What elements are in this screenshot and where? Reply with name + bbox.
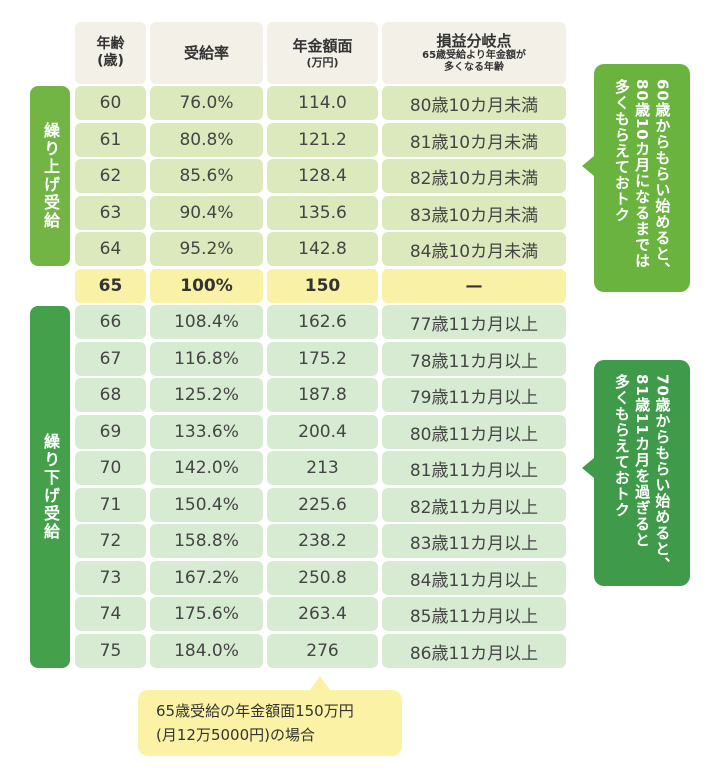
cell-age: 60 [75,86,146,120]
header-age-label: 年齢 [96,35,125,52]
cell-amount: 162.6 [267,305,378,339]
cell-breakeven: 84歳10カ月未満 [382,232,566,266]
cell-amount: 135.6 [267,196,378,230]
cell-breakeven: 82歳11カ月以上 [382,488,566,522]
cell-rate: 184.0% [150,634,263,668]
cell-rate: 158.8% [150,524,263,558]
cell-rate: 76.0% [150,86,263,120]
cell-amount: 238.2 [267,524,378,558]
cell-amount: 225.6 [267,488,378,522]
cell-age: 61 [75,123,146,157]
early-callout-pointer [582,156,594,176]
cell-amount: 200.4 [267,415,378,449]
cell-amount: 121.2 [267,123,378,157]
header-rate-label: 受給率 [183,43,229,62]
header-breakeven: 損益分岐点 65歳受給より年金額が 多くなる年齢 [382,22,566,84]
cell-age: 63 [75,196,146,230]
cell-amount: 213 [267,451,378,485]
cell-rate: 150.4% [150,488,263,522]
cell-breakeven: 80歳10カ月未満 [382,86,566,120]
cell-age: 66 [75,305,146,339]
header-amount: 年金額面 (万円) [267,22,378,84]
late-callout-text: 70歳からもらい始めると、 81歳11カ月を過ぎると 多くもらえておトク [612,373,672,573]
cell-rate: 175.6% [150,597,263,631]
cell-age: 67 [75,342,146,376]
late-callout: 70歳からもらい始めると、 81歳11カ月を過ぎると 多くもらえておトク [582,360,690,586]
cell-age: 62 [75,159,146,193]
cell-rate: 100% [150,269,263,303]
cell-breakeven: 84歳11カ月以上 [382,561,566,595]
cell-rate: 85.6% [150,159,263,193]
cell-rate: 90.4% [150,196,263,230]
late-claim-label: 繰り下げ受給 [30,306,70,668]
cell-age: 70 [75,451,146,485]
cell-age: 72 [75,524,146,558]
cell-breakeven: 83歳11カ月以上 [382,524,566,558]
cell-age: 69 [75,415,146,449]
cell-amount: 114.0 [267,86,378,120]
cell-amount: 276 [267,634,378,668]
late-claim-text: 繰り下げ受給 [41,433,60,541]
header-breakeven-note-2: 多くなる年齢 [444,62,504,74]
cell-breakeven: 78歳11カ月以上 [382,342,566,376]
cell-age: 68 [75,378,146,412]
cell-rate: 167.2% [150,561,263,595]
cell-age: 75 [75,634,146,668]
cell-rate: 108.4% [150,305,263,339]
header-breakeven-label: 損益分岐点 [436,31,512,50]
header-rate: 受給率 [150,22,263,84]
cell-amount: 250.8 [267,561,378,595]
cell-breakeven: 77歳11カ月以上 [382,305,566,339]
assumption-note-line-1: 65歳受給の年金額面150万円 [156,702,354,720]
header-age: 年齢 (歳) [75,22,146,84]
cell-breakeven: 80歳11カ月以上 [382,415,566,449]
cell-breakeven: 79歳11カ月以上 [382,378,566,412]
cell-breakeven: 81歳10カ月未満 [382,123,566,157]
early-claim-text: 繰り上げ受給 [41,122,60,230]
cell-rate: 80.8% [150,123,263,157]
cell-breakeven: 85歳11カ月以上 [382,597,566,631]
cell-rate: 133.6% [150,415,263,449]
cell-amount: 263.4 [267,597,378,631]
cell-amount: 175.2 [267,342,378,376]
early-callout: 60歳からもらい始めると、 80歳10カ月になるまでは 多くもらえておトク [582,64,690,292]
cell-rate: 95.2% [150,232,263,266]
cell-breakeven: 83歳10カ月未満 [382,196,566,230]
assumption-note-pointer [310,676,330,690]
early-callout-text: 60歳からもらい始めると、 80歳10カ月になるまでは 多くもらえておトク [612,78,672,278]
cell-amount: 187.8 [267,378,378,412]
cell-breakeven: 86歳11カ月以上 [382,634,566,668]
cell-amount: 150 [267,269,378,303]
cell-amount: 128.4 [267,159,378,193]
cell-rate: 116.8% [150,342,263,376]
early-claim-label: 繰り上げ受給 [30,86,70,266]
cell-age: 73 [75,561,146,595]
cell-rate: 125.2% [150,378,263,412]
cell-breakeven: 82歳10カ月未満 [382,159,566,193]
header-amount-label: 年金額面 [292,36,353,55]
cell-amount: 142.8 [267,232,378,266]
cell-age: 71 [75,488,146,522]
late-callout-pointer [582,458,594,478]
cell-age: 65 [75,269,146,303]
cell-age: 64 [75,232,146,266]
cell-breakeven: — [382,269,566,303]
cell-age: 74 [75,597,146,631]
header-amount-unit: (万円) [306,55,339,69]
assumption-note-line-2: (月12万5000円)の場合 [156,726,315,744]
header-breakeven-note-1: 65歳受給より年金額が [422,50,526,62]
header-age-unit: (歳) [97,53,124,69]
cell-breakeven: 81歳11カ月以上 [382,451,566,485]
assumption-note: 65歳受給の年金額面150万円 (月12万5000円)の場合 [138,676,402,756]
cell-rate: 142.0% [150,451,263,485]
